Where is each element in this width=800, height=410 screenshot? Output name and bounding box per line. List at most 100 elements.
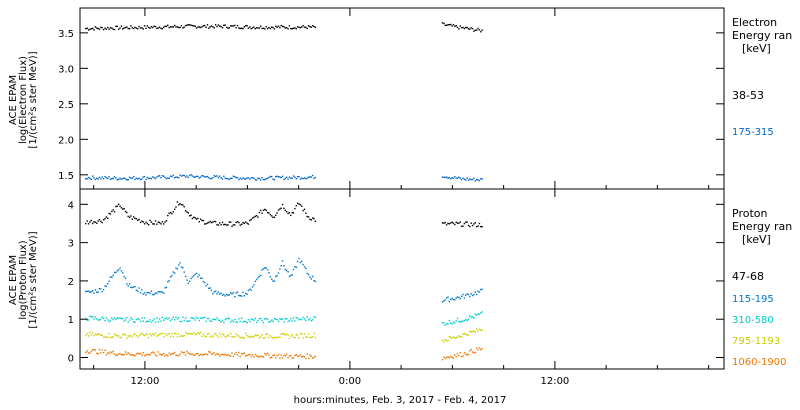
data-point-proton-47-68 — [238, 221, 240, 224]
data-point-proton-795-1193 — [310, 336, 312, 339]
data-point-proton-1060-1900 — [266, 352, 269, 354]
data-point-proton-310-580 — [102, 317, 105, 320]
data-point-proton-47-68 — [138, 218, 140, 221]
proton-legend-energy-range: Energy ran — [732, 220, 792, 233]
data-point-proton-1060-1900 — [205, 353, 207, 355]
data-point-proton-795-1193 — [216, 334, 218, 337]
data-point-proton-1060-1900 — [115, 354, 117, 356]
data-point-electron-175-315 — [471, 178, 474, 181]
data-point-proton-115-195 — [445, 297, 448, 299]
data-point-electron-175-315 — [137, 178, 139, 180]
data-point-proton-115-195 — [231, 293, 233, 295]
data-point-proton-47-68 — [210, 221, 213, 224]
data-point-electron-175-315 — [441, 176, 444, 178]
data-point-proton-310-580 — [314, 316, 317, 319]
data-point-electron-175-315 — [161, 175, 164, 177]
x-axis-title: hours:minutes, Feb. 3, 2017 - Feb. 4, 20… — [294, 395, 507, 406]
data-point-proton-310-580 — [469, 315, 471, 317]
data-point-proton-115-195 — [115, 271, 117, 274]
data-point-proton-310-580 — [202, 316, 205, 319]
data-point-electron-175-315 — [139, 178, 142, 181]
data-point-proton-1060-1900 — [234, 353, 236, 355]
data-point-proton-47-68 — [249, 219, 251, 222]
data-point-proton-1060-1900 — [478, 347, 481, 349]
data-point-electron-175-315 — [281, 175, 284, 177]
data-point-proton-1060-1900 — [258, 356, 261, 358]
data-point-proton-1060-1900 — [210, 353, 213, 355]
data-point-proton-1060-1900 — [243, 352, 245, 354]
data-point-proton-1060-1900 — [313, 356, 315, 359]
data-point-electron-38-53 — [234, 24, 236, 27]
data-point-electron-38-53 — [276, 26, 278, 28]
data-point-proton-1060-1900 — [240, 353, 243, 355]
data-point-proton-47-68 — [113, 211, 116, 213]
data-point-electron-175-315 — [154, 177, 157, 180]
data-point-proton-47-68 — [268, 212, 270, 214]
data-point-electron-38-53 — [217, 24, 220, 26]
data-point-proton-795-1193 — [101, 334, 103, 336]
data-point-proton-795-1193 — [456, 336, 459, 338]
data-point-electron-38-53 — [480, 31, 482, 33]
data-point-proton-115-195 — [471, 294, 474, 297]
data-point-electron-38-53 — [243, 26, 245, 28]
data-point-electron-175-315 — [458, 176, 460, 178]
data-point-proton-1060-1900 — [250, 355, 252, 358]
data-point-electron-175-315 — [242, 177, 244, 179]
data-point-proton-47-68 — [456, 222, 459, 224]
data-point-electron-38-53 — [169, 26, 172, 28]
data-point-proton-310-580 — [191, 317, 194, 319]
data-point-proton-47-68 — [149, 219, 151, 222]
data-point-proton-47-68 — [150, 221, 153, 223]
data-point-proton-795-1193 — [261, 334, 263, 336]
data-point-electron-175-315 — [190, 174, 192, 176]
data-point-proton-115-195 — [164, 287, 166, 289]
data-point-proton-310-580 — [268, 321, 270, 323]
data-point-electron-175-315 — [123, 177, 125, 179]
data-point-proton-795-1193 — [462, 333, 464, 335]
data-point-electron-38-53 — [288, 25, 291, 27]
data-point-proton-795-1193 — [455, 336, 457, 339]
data-point-electron-175-315 — [122, 177, 124, 180]
data-point-electron-38-53 — [223, 24, 225, 27]
data-point-proton-47-68 — [296, 202, 299, 204]
data-point-proton-795-1193 — [478, 328, 481, 331]
data-point-proton-47-68 — [272, 216, 274, 219]
data-point-proton-795-1193 — [152, 333, 154, 335]
data-point-proton-47-68 — [93, 221, 95, 223]
data-point-proton-310-580 — [240, 317, 243, 319]
data-point-electron-38-53 — [310, 26, 312, 28]
data-point-electron-175-315 — [467, 179, 470, 181]
data-point-proton-47-68 — [180, 204, 183, 206]
data-point-electron-175-315 — [288, 176, 291, 178]
data-point-proton-47-68 — [167, 214, 169, 217]
data-point-proton-115-195 — [280, 265, 282, 267]
data-point-proton-795-1193 — [143, 334, 146, 337]
data-point-proton-795-1193 — [199, 331, 202, 334]
data-point-proton-795-1193 — [209, 336, 211, 338]
data-point-proton-47-68 — [117, 203, 120, 205]
data-point-proton-795-1193 — [447, 339, 449, 342]
electron-ylabel-line1: ACE EPAM — [8, 75, 19, 125]
data-point-proton-1060-1900 — [175, 354, 177, 357]
data-point-electron-38-53 — [98, 28, 101, 30]
data-point-electron-38-53 — [271, 26, 273, 28]
data-point-electron-175-315 — [135, 177, 138, 179]
data-point-proton-115-195 — [460, 295, 463, 297]
data-point-proton-795-1193 — [124, 334, 127, 336]
data-point-electron-38-53 — [104, 27, 106, 29]
data-point-proton-1060-1900 — [183, 351, 185, 354]
data-point-proton-795-1193 — [305, 336, 307, 338]
data-point-proton-1060-1900 — [96, 352, 98, 355]
data-point-proton-795-1193 — [158, 333, 161, 336]
data-point-proton-115-195 — [187, 282, 189, 284]
data-point-electron-38-53 — [284, 27, 286, 29]
legend-proton-115-195: 115-195 — [732, 294, 774, 305]
data-point-proton-1060-1900 — [225, 354, 228, 357]
data-point-electron-175-315 — [272, 178, 274, 180]
data-point-proton-1060-1900 — [277, 353, 280, 356]
data-point-electron-175-315 — [178, 177, 180, 179]
data-point-proton-310-580 — [460, 320, 463, 323]
data-point-proton-115-195 — [298, 257, 300, 260]
data-point-electron-175-315 — [197, 175, 199, 178]
data-point-proton-115-195 — [243, 295, 245, 297]
